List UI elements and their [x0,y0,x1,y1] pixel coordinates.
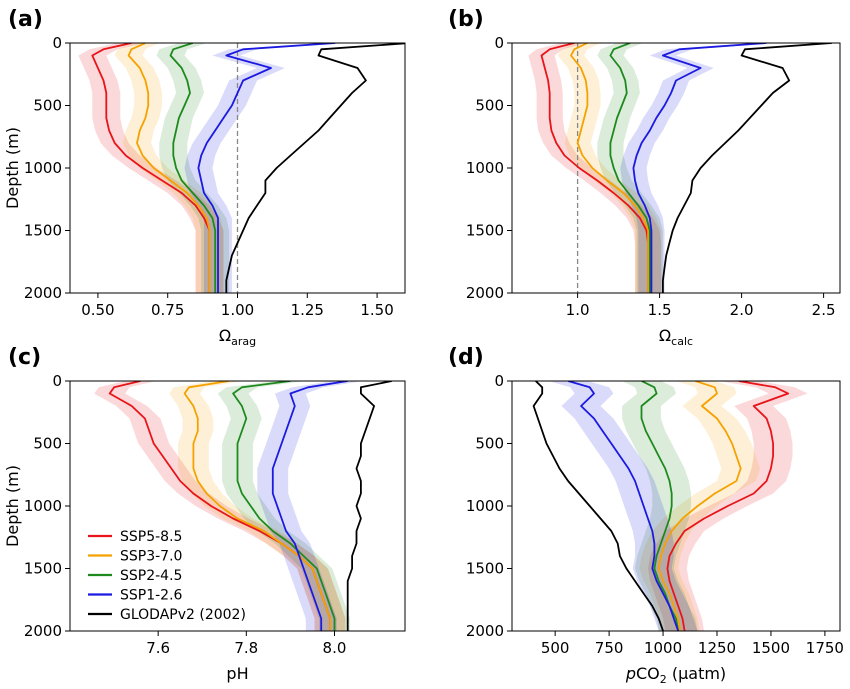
x-tick-label: 7.6 [146,639,170,657]
line-ssp3-7-0 [127,43,211,293]
y-tick-label: 500 [33,97,62,115]
x-tick-label: 1000 [644,639,682,657]
y-tick-label: 2000 [24,622,62,640]
line-ssp2-4-5 [232,381,336,631]
plot-area [532,381,808,631]
band-ssp3-7-0 [114,43,224,293]
band-ssp1-2-6 [184,43,350,293]
band-ssp1-2-6 [620,43,780,293]
y-tick-label: 0 [52,34,62,52]
x-tick-label: 2.0 [730,301,754,319]
band-ssp5-8-5 [78,43,224,293]
y-tick-label: 1000 [466,159,504,177]
x-tick-label: 1500 [752,639,790,657]
y-tick-label: 0 [494,34,504,52]
x-tick-label: 1.0 [566,301,590,319]
x-tick-label: 1.5 [648,301,672,319]
x-tick-label: 1250 [698,639,736,657]
panel-label: (b) [448,7,484,32]
y-tick-label: 2000 [24,284,62,302]
band-ssp1-2-6 [257,381,364,631]
y-tick-label: 1000 [24,159,62,177]
line-glodapv2-2002- [225,43,405,293]
y-tick-label: 1500 [24,560,62,578]
y-tick-label: 2000 [466,622,504,640]
band-ssp5-8-5 [528,43,662,293]
x-tick-label: 750 [595,639,624,657]
line-ssp3-7-0 [657,381,742,631]
line-glodapv2-2002- [346,381,392,631]
panel-a: 0 500 1000 1500 2000 0.50 0.75 1.00 1.25 1.50 Ωara… [3,7,406,348]
x-axis-label: pH [226,664,248,683]
line-glodapv2-2002- [662,43,832,293]
plot-area [528,43,832,293]
band-ssp1-2-6 [548,381,698,631]
line-glodapv2-2002- [532,381,664,631]
x-tick-label: 1750 [806,639,844,657]
line-ssp2-4-5 [640,381,680,631]
x-axis-label: Ωarag [219,326,256,348]
x-tick-label: 0.75 [151,301,184,319]
band-ssp3-7-0 [557,43,662,293]
line-ssp1-2-6 [632,43,767,293]
y-axis-label: Depth (m) [3,127,22,209]
panel-label: (d) [448,345,484,370]
line-ssp5-8-5 [666,381,790,631]
y-tick-label: 1500 [24,222,62,240]
x-tick-label: 2.5 [812,301,836,319]
line-ssp1-2-6 [567,381,680,631]
x-axis-label: Ωcalc [659,326,693,348]
legend-entry: SSP1-2.6 [120,588,183,604]
band-ssp2-4-5 [156,43,230,293]
y-tick-label: 1000 [24,497,62,515]
x-tick-label: 1.00 [221,301,254,319]
y-tick-label: 0 [52,372,62,390]
line-ssp2-4-5 [609,43,651,293]
line-ssp2-4-5 [169,43,217,293]
x-tick-label: 0.50 [81,301,114,319]
x-tick-label: 1.25 [291,301,324,319]
x-tick-label: 500 [541,639,570,657]
band-ssp3-7-0 [169,381,346,631]
y-tick-label: 1000 [466,497,504,515]
legend: SSP5-8.5 SSP3-7.0 SSP2-4.5 SSP1-2.6 GLODAPv2… [88,529,246,623]
x-axis-label: pCO2 (μatm) [625,664,726,686]
line-ssp1-2-6 [271,381,348,631]
plot-area [94,381,392,631]
y-tick-label: 1500 [466,222,504,240]
line-ssp3-7-0 [570,43,649,293]
line-ssp1-2-6 [197,43,336,293]
panel-c: 0 500 1000 1500 2000 7.6 7.8 8.0 pH Depth (m) (c) [3,345,406,683]
band-ssp2-4-5 [622,381,698,631]
legend-entry: SSP5-8.5 [120,529,182,545]
y-tick-label: 0 [494,372,504,390]
band-ssp3-7-0 [639,381,761,631]
panel-label: (c) [8,345,41,370]
legend-entry: GLODAPv2 (2002) [120,607,246,623]
x-tick-label: 7.8 [234,639,258,657]
y-tick-label: 500 [475,435,504,453]
panel-b: 0 500 1000 1500 2000 1.0 1.5 2.0 2.5 Ωcalc (b) [448,7,841,348]
legend-entry: SSP2-4.5 [120,568,182,584]
plot-area [78,43,405,293]
y-tick-label: 1500 [466,560,504,578]
panel-d: 0 500 1000 1500 2000 500 750 1000 1250 1500 1750 pC… [448,345,844,686]
panel-label: (a) [8,7,43,32]
y-tick-label: 2000 [466,284,504,302]
y-tick-label: 500 [33,435,62,453]
y-tick-label: 500 [475,97,504,115]
x-tick-label: 1.50 [360,301,393,319]
y-axis-label: Depth (m) [3,465,22,547]
line-ssp3-7-0 [183,381,332,631]
legend-entry: SSP3-7.0 [120,549,182,565]
x-tick-label: 8.0 [323,639,347,657]
